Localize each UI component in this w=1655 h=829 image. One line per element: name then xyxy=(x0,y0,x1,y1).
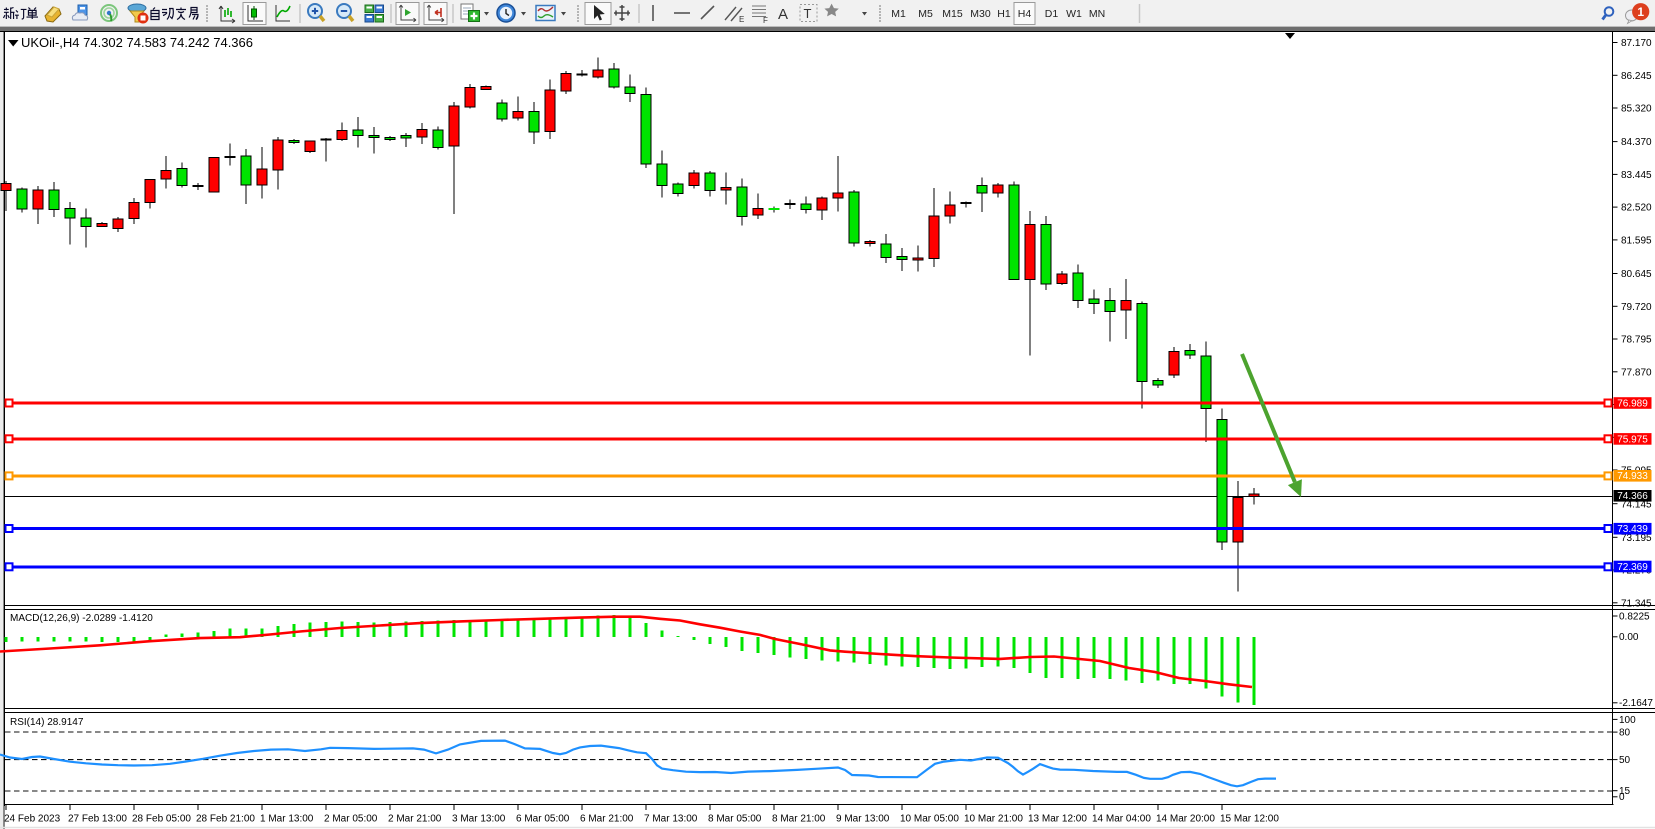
svg-text:M15: M15 xyxy=(942,8,963,20)
svg-text:6 Mar 05:00: 6 Mar 05:00 xyxy=(516,814,570,825)
svg-text:RSI(14) 28.9147: RSI(14) 28.9147 xyxy=(10,717,84,728)
svg-text:F: F xyxy=(763,16,768,25)
svg-text:A: A xyxy=(778,6,788,23)
svg-text:15 Mar 12:00: 15 Mar 12:00 xyxy=(1220,814,1279,825)
svg-text:E: E xyxy=(739,15,744,24)
svg-text:H4: H4 xyxy=(1018,8,1032,20)
svg-text:76.989: 76.989 xyxy=(1617,398,1648,409)
svg-text:UKOil-,H4 74.302 74.583 74.24: UKOil-,H4 74.302 74.583 74.242 74.366 xyxy=(21,35,253,50)
svg-text:0.00: 0.00 xyxy=(1619,632,1639,643)
svg-text:24 Feb 2023: 24 Feb 2023 xyxy=(4,814,61,825)
svg-text:79.720: 79.720 xyxy=(1621,302,1652,313)
svg-text:78.795: 78.795 xyxy=(1621,335,1652,346)
svg-text:MN: MN xyxy=(1089,8,1105,20)
svg-text:8 Mar 21:00: 8 Mar 21:00 xyxy=(772,814,826,825)
svg-text:7 Mar 13:00: 7 Mar 13:00 xyxy=(644,814,698,825)
svg-text:0.8225: 0.8225 xyxy=(1619,611,1650,622)
svg-text:D1: D1 xyxy=(1045,8,1059,20)
svg-text:15: 15 xyxy=(1619,786,1631,797)
svg-text:77.870: 77.870 xyxy=(1621,367,1652,378)
svg-text:74.366: 74.366 xyxy=(1617,491,1648,502)
svg-text:72.369: 72.369 xyxy=(1617,562,1648,573)
svg-text:-2.1647: -2.1647 xyxy=(1619,698,1653,709)
svg-text:W1: W1 xyxy=(1066,8,1082,20)
svg-text:85.320: 85.320 xyxy=(1621,104,1652,115)
svg-text:83.445: 83.445 xyxy=(1621,170,1652,181)
svg-text:75.975: 75.975 xyxy=(1617,434,1648,445)
svg-text:MACD(12,26,9) -2.0289 -1.4120: MACD(12,26,9) -2.0289 -1.4120 xyxy=(10,613,153,624)
svg-text:3 Mar 13:00: 3 Mar 13:00 xyxy=(452,814,506,825)
svg-text:1 Mar 13:00: 1 Mar 13:00 xyxy=(260,814,314,825)
svg-text:82.520: 82.520 xyxy=(1621,203,1652,214)
svg-text:80.645: 80.645 xyxy=(1621,269,1652,280)
svg-text:13 Mar 12:00: 13 Mar 12:00 xyxy=(1028,814,1087,825)
svg-text:0: 0 xyxy=(1619,792,1625,803)
svg-text:H1: H1 xyxy=(997,8,1011,20)
svg-text:M1: M1 xyxy=(891,8,906,20)
svg-text:81.595: 81.595 xyxy=(1621,236,1652,247)
svg-text:86.245: 86.245 xyxy=(1621,71,1652,82)
svg-text:8 Mar 05:00: 8 Mar 05:00 xyxy=(708,814,762,825)
svg-text:10 Mar 05:00: 10 Mar 05:00 xyxy=(900,814,959,825)
svg-text:84.370: 84.370 xyxy=(1621,137,1652,148)
svg-text:T: T xyxy=(804,6,812,21)
svg-text:28 Feb 21:00: 28 Feb 21:00 xyxy=(196,814,255,825)
svg-text:74.145: 74.145 xyxy=(1621,499,1652,510)
svg-text:74.933: 74.933 xyxy=(1617,471,1648,482)
svg-text:80: 80 xyxy=(1619,728,1631,739)
svg-text:14 Mar 20:00: 14 Mar 20:00 xyxy=(1156,814,1215,825)
svg-text:73.439: 73.439 xyxy=(1617,524,1648,535)
svg-text:100: 100 xyxy=(1619,715,1636,726)
svg-text:71.345: 71.345 xyxy=(1621,598,1652,609)
svg-text:6 Mar 21:00: 6 Mar 21:00 xyxy=(580,814,634,825)
svg-text:2 Mar 05:00: 2 Mar 05:00 xyxy=(324,814,378,825)
svg-text:9 Mar 13:00: 9 Mar 13:00 xyxy=(836,814,890,825)
svg-text:10 Mar 21:00: 10 Mar 21:00 xyxy=(964,814,1023,825)
svg-text:1: 1 xyxy=(1637,5,1644,19)
svg-text:28 Feb 05:00: 28 Feb 05:00 xyxy=(132,814,191,825)
svg-text:87.170: 87.170 xyxy=(1621,38,1652,49)
svg-text:73.195: 73.195 xyxy=(1621,533,1652,544)
svg-text:27 Feb 13:00: 27 Feb 13:00 xyxy=(68,814,127,825)
svg-text:2 Mar 21:00: 2 Mar 21:00 xyxy=(388,814,442,825)
svg-text:M5: M5 xyxy=(918,8,933,20)
svg-text:50: 50 xyxy=(1619,755,1631,766)
svg-text:14 Mar 04:00: 14 Mar 04:00 xyxy=(1092,814,1151,825)
svg-text:M30: M30 xyxy=(970,8,991,20)
